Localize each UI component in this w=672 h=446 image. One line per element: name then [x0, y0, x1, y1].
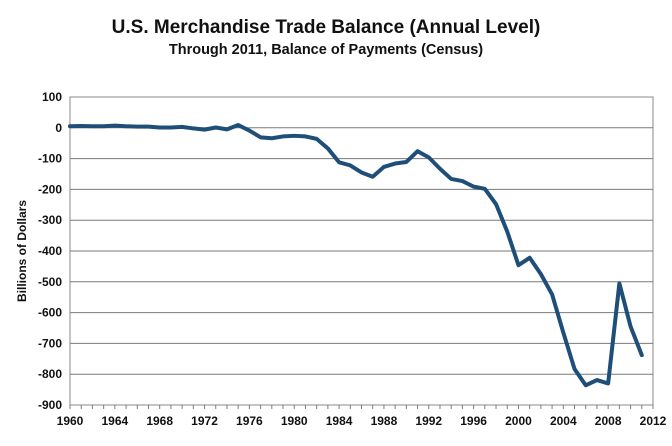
- y-tick-label: 100: [42, 90, 62, 104]
- y-tick-label: 0: [55, 121, 62, 135]
- y-tick-label: -500: [38, 275, 62, 289]
- y-tick-label: -200: [38, 182, 62, 196]
- y-axis-tick-labels: 100 0 -100 -200 -300 -400 -500 -600 -700 -800 -900: [38, 90, 62, 412]
- x-tick-label: 1984: [326, 414, 353, 428]
- x-tick-label: 2008: [595, 414, 622, 428]
- grid-lines: [70, 127, 653, 375]
- y-tick-label: -900: [38, 398, 62, 412]
- y-tick-label: -400: [38, 244, 62, 258]
- y-tick-label: -300: [38, 213, 62, 227]
- x-tick-label: 1976: [236, 414, 263, 428]
- series-line: [68, 123, 644, 388]
- chart-subtitle: Through 2011, Balance of Payments (Censu…: [168, 42, 484, 58]
- y-axis-title: Billions of Dollars: [15, 200, 29, 302]
- y-tick-label: -100: [38, 152, 62, 166]
- y-tick-label: -800: [38, 367, 62, 381]
- y-tick-label: -700: [38, 336, 62, 350]
- x-axis-tick-labels: 1960 1964 1968 1972 1976 1980 1984 1988 1992 1996…: [57, 414, 667, 428]
- x-tick-label: 1968: [146, 414, 173, 428]
- x-tick-label: 1996: [460, 414, 487, 428]
- x-tick-label: 1992: [415, 414, 442, 428]
- y-tick-label: -600: [38, 306, 62, 320]
- x-tick-label: 1988: [371, 414, 398, 428]
- x-tick-label: 1960: [57, 414, 84, 428]
- x-axis-ticks: [69, 405, 654, 409]
- x-tick-label: 1980: [281, 414, 308, 428]
- x-tick-label: 2012: [640, 414, 667, 428]
- chart-title: U.S. Merchandise Trade Balance (Annual L…: [111, 17, 541, 38]
- x-tick-label: 1972: [191, 414, 218, 428]
- x-tick-label: 1964: [101, 414, 128, 428]
- x-tick-label: 2000: [505, 414, 532, 428]
- x-tick-label: 2004: [550, 414, 577, 428]
